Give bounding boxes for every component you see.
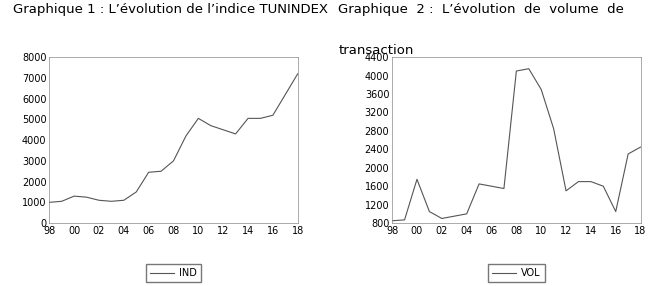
Legend: IND: IND [146, 265, 201, 282]
Text: Graphique 1 : L’évolution de l’indice TUNINDEX: Graphique 1 : L’évolution de l’indice TU… [13, 3, 328, 16]
Legend: VOL: VOL [488, 265, 545, 282]
Text: Graphique  2 :  L’évolution  de  volume  de: Graphique 2 : L’évolution de volume de [338, 3, 624, 16]
Text: transaction: transaction [338, 44, 414, 57]
